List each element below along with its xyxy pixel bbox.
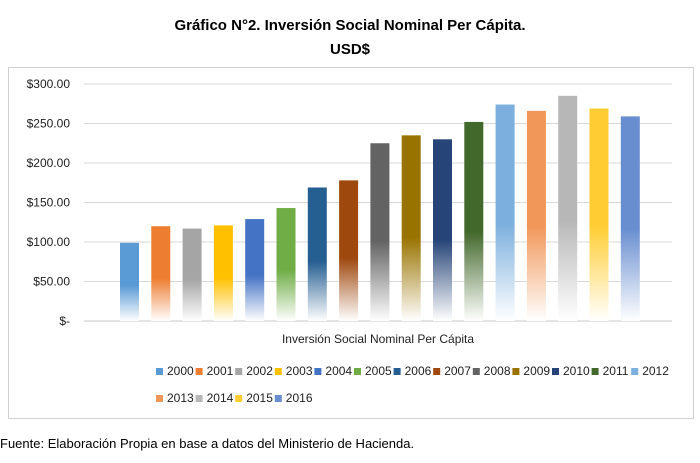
legend-label-2002: 2002 xyxy=(246,364,273,378)
legend-swatch-2000 xyxy=(156,368,163,375)
bar-2003 xyxy=(213,225,233,321)
bar-2011 xyxy=(464,121,484,321)
legend-label-2016: 2016 xyxy=(286,391,313,405)
legend-label-2003: 2003 xyxy=(286,364,313,378)
bar-2006 xyxy=(307,187,327,321)
legend-swatch-2012 xyxy=(631,368,639,375)
legend-swatch-2002 xyxy=(235,368,243,375)
legend-swatch-2010 xyxy=(552,368,559,375)
legend-label-2015: 2015 xyxy=(246,391,273,405)
legend-label-2000: 2000 xyxy=(167,364,194,378)
bar-2007 xyxy=(339,180,359,321)
legend-swatch-2016 xyxy=(274,395,282,402)
bar-2015 xyxy=(589,108,609,322)
chart-subtitle: USD$ xyxy=(329,41,370,58)
y-tick-label: $150.00 xyxy=(27,196,71,210)
bar-2009 xyxy=(401,135,421,321)
legend-swatch-2001 xyxy=(195,368,203,375)
legend-swatch-2014 xyxy=(195,395,203,402)
bar-2012 xyxy=(495,104,515,321)
legend-swatch-2015 xyxy=(235,395,243,402)
bar-2013 xyxy=(526,110,546,321)
legend-label-2005: 2005 xyxy=(365,364,392,378)
legend-swatch-2003 xyxy=(274,368,282,375)
legend-label-2006: 2006 xyxy=(405,364,432,378)
legend-label-2009: 2009 xyxy=(523,364,550,378)
legend-label-2010: 2010 xyxy=(563,364,590,378)
y-tick-label: $300.00 xyxy=(27,77,71,91)
y-tick-label: $50.00 xyxy=(33,275,70,289)
source-note: Fuente: Elaboración Propia en base a dat… xyxy=(0,436,415,451)
bar-2001 xyxy=(151,226,171,321)
legend-label-2001: 2001 xyxy=(207,364,234,378)
legend-swatch-2007 xyxy=(433,368,441,375)
legend-swatch-2008 xyxy=(472,368,480,375)
bar-2000 xyxy=(120,242,139,321)
legend-label-2008: 2008 xyxy=(484,364,511,378)
legend-swatch-2006 xyxy=(393,368,401,375)
x-axis-label: Inversión Social Nominal Per Cápita xyxy=(282,332,474,346)
chart-title: Gráfico N°2. Inversión Social Nominal Pe… xyxy=(174,17,526,34)
y-tick-label: $200.00 xyxy=(27,156,71,170)
chart-frame xyxy=(8,67,694,419)
legend-swatch-2013 xyxy=(156,395,163,402)
legend-label-2004: 2004 xyxy=(325,364,352,378)
bar-2004 xyxy=(245,219,265,321)
bar-2005 xyxy=(276,208,296,321)
legend-swatch-2005 xyxy=(354,368,361,375)
legend-label-2007: 2007 xyxy=(444,364,471,378)
y-tick-label: $250.00 xyxy=(27,117,71,131)
legend-label-2012: 2012 xyxy=(642,364,669,378)
legend-swatch-2009 xyxy=(512,368,520,375)
bar-2014 xyxy=(558,95,578,321)
bar-2008 xyxy=(370,143,390,321)
legend-label-2011: 2011 xyxy=(603,364,629,378)
bar-2010 xyxy=(433,139,452,321)
legend-swatch-2004 xyxy=(314,368,322,375)
bar-2002 xyxy=(182,228,202,321)
y-tick-label: $- xyxy=(59,314,70,328)
legend-swatch-2011 xyxy=(591,368,599,375)
y-tick-label: $100.00 xyxy=(27,235,71,249)
legend-label-2013: 2013 xyxy=(167,391,194,405)
legend-label-2014: 2014 xyxy=(207,391,234,405)
bar-2016 xyxy=(620,116,640,321)
